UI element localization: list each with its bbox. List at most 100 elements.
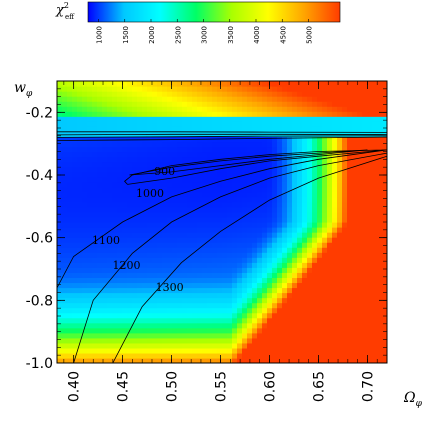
heatmap-cell: [242, 166, 248, 173]
heatmap-cell: [282, 267, 288, 273]
heatmap-cell: [172, 121, 178, 127]
heatmap-cell: [252, 166, 258, 173]
heatmap-cell: [117, 317, 123, 324]
heatmap-cell: [307, 227, 313, 233]
heatmap-cell: [72, 166, 78, 173]
heatmap-cell: [202, 96, 208, 102]
heatmap-cell: [242, 146, 248, 153]
heatmap-cell: [77, 151, 83, 158]
heatmap-cell: [147, 352, 153, 359]
heatmap-cell: [332, 196, 338, 203]
heatmap-cell: [227, 227, 233, 233]
heatmap-cell: [197, 332, 203, 339]
heatmap-cell: [317, 352, 323, 359]
heatmap-cell: [112, 322, 118, 329]
heatmap-cell: [162, 166, 168, 173]
heatmap-cell: [147, 302, 153, 309]
heatmap-cell: [342, 322, 348, 329]
heatmap-cell: [72, 302, 78, 309]
heatmap-cell: [137, 196, 143, 203]
heatmap-cell: [257, 352, 263, 359]
heatmap-cell: [297, 216, 303, 223]
heatmap-cell: [82, 86, 88, 92]
heatmap-cell: [322, 176, 328, 183]
heatmap-cell: [97, 342, 103, 349]
heatmap-cell: [242, 257, 248, 263]
heatmap-cell: [192, 277, 198, 284]
heatmap-cell: [372, 196, 378, 203]
heatmap-cell: [172, 337, 178, 344]
heatmap-cell: [262, 267, 268, 273]
heatmap-cell: [362, 242, 368, 248]
heatmap-cell: [187, 161, 193, 168]
heatmap-cell: [162, 267, 168, 273]
heatmap-cell: [312, 146, 318, 153]
heatmap-cell: [112, 257, 118, 263]
heatmap-cell: [282, 312, 288, 319]
heatmap-cell: [182, 181, 188, 188]
heatmap-cell: [307, 312, 313, 319]
heatmap-cell: [277, 116, 283, 122]
heatmap-cell: [232, 222, 238, 228]
heatmap-cell: [227, 216, 233, 223]
heatmap-cell: [367, 176, 373, 183]
heatmap-cell: [87, 227, 93, 233]
heatmap-cell: [377, 121, 383, 127]
heatmap-cell: [352, 247, 358, 253]
heatmap-cell: [197, 287, 203, 294]
heatmap-cell: [142, 201, 148, 208]
heatmap-cell: [157, 116, 163, 122]
heatmap-cell: [282, 141, 288, 148]
heatmap-cell: [367, 277, 373, 284]
heatmap-cell: [252, 191, 258, 198]
heatmap-cell: [227, 297, 233, 304]
heatmap-cell: [62, 232, 68, 238]
heatmap-cell: [147, 106, 153, 112]
heatmap-cell: [172, 232, 178, 238]
heatmap-cell: [217, 86, 223, 92]
heatmap-cell: [147, 277, 153, 284]
heatmap-cell: [172, 317, 178, 324]
heatmap-cell: [82, 176, 88, 183]
heatmap-cell: [102, 272, 108, 278]
heatmap-cell: [137, 176, 143, 183]
heatmap-cell: [232, 191, 238, 198]
heatmap-cell: [302, 237, 308, 243]
heatmap-cell: [172, 242, 178, 248]
heatmap-cell: [142, 141, 148, 148]
heatmap-cell: [172, 191, 178, 198]
heatmap-cell: [142, 347, 148, 354]
heatmap-cell: [177, 101, 183, 107]
heatmap-cell: [77, 161, 83, 168]
heatmap-cell: [117, 211, 123, 218]
heatmap-cell: [302, 272, 308, 278]
heatmap-cell: [182, 106, 188, 112]
heatmap-cell: [267, 111, 273, 117]
heatmap-cell: [112, 337, 118, 344]
heatmap-cell: [107, 267, 113, 273]
heatmap-cell: [267, 307, 273, 314]
heatmap-cell: [262, 317, 268, 324]
heatmap-cell: [242, 302, 248, 309]
heatmap-cell: [332, 206, 338, 213]
heatmap-cell: [112, 86, 118, 92]
heatmap-cell: [372, 327, 378, 334]
heatmap-cell: [182, 277, 188, 284]
heatmap-cell: [337, 262, 343, 268]
heatmap-cell: [202, 232, 208, 238]
heatmap-cell: [132, 196, 138, 203]
heatmap-cell: [62, 327, 68, 334]
heatmap-cell: [272, 86, 278, 92]
colorbar-tick-label: 4500: [279, 26, 287, 44]
heatmap-cell: [242, 232, 248, 238]
heatmap-cell: [122, 257, 128, 263]
heatmap-cell: [267, 206, 273, 213]
heatmap-cell: [232, 171, 238, 178]
heatmap-cell: [132, 91, 138, 97]
heatmap-cell: [102, 312, 108, 319]
heatmap-cell: [227, 101, 233, 107]
heatmap-cell: [67, 156, 73, 163]
heatmap-cell: [112, 101, 118, 107]
heatmap-cell: [62, 222, 68, 228]
heatmap-cell: [132, 176, 138, 183]
